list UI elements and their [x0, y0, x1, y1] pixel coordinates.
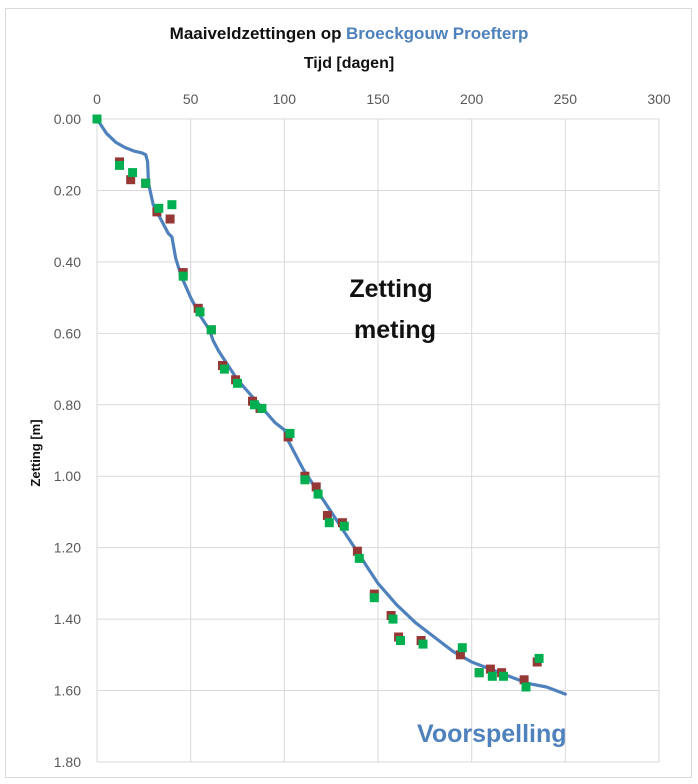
y-tick-label: 0.20: [54, 182, 81, 198]
measurement-point-green: [457, 643, 467, 653]
grid-layer: [96, 118, 660, 763]
measurement-point-green: [92, 114, 102, 124]
y-tick-label: 0.60: [54, 325, 81, 341]
measurement-point-green: [195, 307, 205, 317]
chart-frame: 0 50 100 150 200 250 300 0.00 0.20 0.40 0.60 0.80 1…: [5, 8, 692, 778]
measurement-point-green: [128, 168, 138, 178]
y-axis-label: Zetting [m]: [28, 419, 43, 486]
chart-title-highlight: Broeckgouw Proefterp: [346, 24, 528, 43]
y-tick-label: 1.60: [54, 683, 81, 699]
measurement-point-green: [521, 682, 531, 692]
x-tick-label: 100: [273, 91, 297, 107]
measurement-point-green: [257, 403, 267, 413]
y-tick-label: 0.00: [54, 111, 81, 127]
y-tick-label: 1.00: [54, 468, 81, 484]
measurement-point-green: [249, 400, 259, 410]
measurement-point-green: [115, 160, 124, 170]
measurement-point-green: [339, 521, 349, 531]
chart-title: Maaiveldzettingen op Broeckgouw Proefter…: [170, 24, 529, 43]
chart-svg: 0 50 100 150 200 250 300 0.00 0.20 0.40 0.60 0.80 1…: [28, 24, 671, 770]
measurement-point-green: [167, 200, 177, 210]
measurement-point-red: [352, 546, 362, 556]
annotation-zetting-meting-line1: Zetting: [349, 275, 432, 303]
measurement-point-green: [178, 271, 188, 281]
measurement-point-red: [311, 482, 321, 492]
measurement-point-green: [206, 325, 216, 335]
x-tick-label: 0: [93, 91, 101, 107]
measurement-point-red: [519, 675, 529, 685]
measurement-point-red: [455, 650, 465, 660]
measurement-point-red: [126, 175, 136, 185]
x-tick-label: 250: [554, 91, 578, 107]
annotation-zetting-meting-line2: meting: [354, 316, 436, 344]
measurement-point-green: [300, 475, 310, 485]
measurement-point-green: [487, 671, 497, 681]
measurement-point-green: [499, 671, 508, 681]
y-tick-label: 0.40: [54, 254, 81, 270]
measurement-point-green: [154, 203, 164, 213]
measurement-point-green: [233, 378, 242, 388]
x-tick-label: 300: [647, 91, 671, 107]
measurement-point-green: [354, 553, 364, 563]
forecast-line-layer: [95, 117, 567, 696]
forecast-line: [95, 117, 567, 696]
measurement-point-green: [474, 668, 484, 678]
measurement-point-green: [418, 639, 428, 649]
measurement-point-green: [534, 653, 544, 663]
y-tick-labels: 0.00 0.20 0.40 0.60 0.80 1.00 1.20 1.40 1.60 1.80: [54, 111, 81, 770]
y-tick-label: 1.80: [54, 754, 81, 770]
measurement-point-green: [285, 428, 295, 438]
y-tick-label: 1.40: [54, 611, 81, 627]
annotation-voorspelling: Voorspelling: [417, 720, 567, 748]
x-axis-label: Tijd [dagen]: [304, 55, 394, 72]
x-tick-label: 150: [366, 91, 390, 107]
measurement-point-red: [165, 214, 175, 224]
measurement-point-green: [396, 636, 405, 645]
chart-title-main: Maaiveldzettingen op: [170, 24, 342, 43]
measurement-points-layer: [92, 114, 544, 692]
measurement-point-green: [388, 614, 398, 624]
measurement-point-green: [324, 518, 334, 528]
y-tick-label: 0.80: [54, 397, 81, 413]
x-tick-label: 50: [183, 91, 199, 107]
measurement-point-red: [485, 664, 495, 674]
measurement-point-green: [141, 178, 151, 188]
measurement-point-green: [369, 593, 379, 603]
measurement-point-green: [219, 364, 229, 374]
measurement-point-green: [313, 489, 323, 499]
x-tick-labels: 0 50 100 150 200 250 300: [93, 91, 671, 107]
measurement-point-red: [322, 511, 332, 520]
y-tick-label: 1.20: [54, 540, 81, 556]
x-tick-label: 200: [460, 91, 484, 107]
